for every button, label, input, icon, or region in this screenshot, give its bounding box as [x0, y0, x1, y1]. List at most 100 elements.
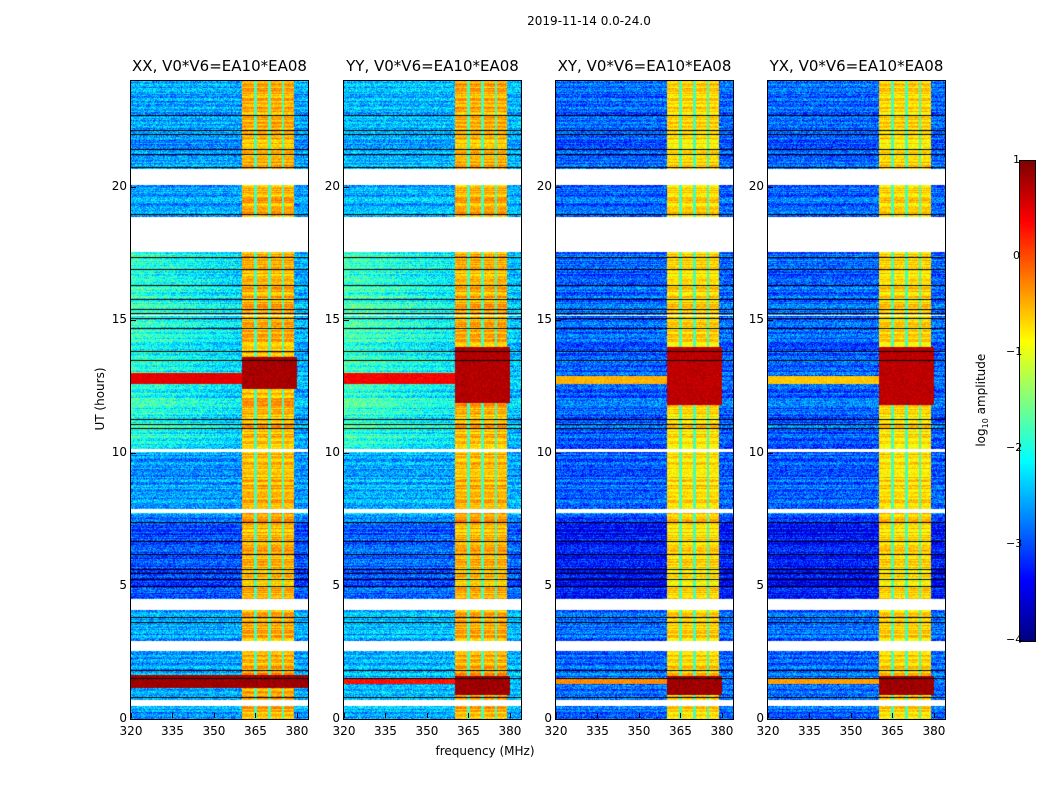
- x-tick-mark: [255, 713, 257, 718]
- heatmap-image: [131, 81, 308, 719]
- x-axis-label: frequency (MHz): [435, 744, 535, 758]
- x-tick-label: 365: [244, 724, 267, 738]
- x-tick-label: 320: [544, 724, 568, 738]
- x-tick-label: 380: [498, 724, 522, 738]
- y-tick-mark: [556, 320, 561, 322]
- x-tick-label: 380: [922, 724, 946, 738]
- y-tick-label: 0: [544, 711, 552, 725]
- x-tick-mark: [426, 713, 428, 718]
- y-tick-mark: [768, 453, 773, 455]
- colorbar-tick-label: −2: [1006, 441, 1023, 454]
- x-tick-mark: [892, 713, 894, 718]
- x-tick-label: 380: [710, 724, 734, 738]
- x-tick-label: 350: [839, 724, 863, 738]
- y-tick-mark: [131, 586, 136, 588]
- colorbar-tick-label: −3: [1006, 537, 1023, 550]
- x-tick-mark: [344, 713, 345, 718]
- heatmap-image: [556, 81, 733, 719]
- y-tick-label: 15: [324, 312, 340, 327]
- y-tick-label: 15: [111, 312, 127, 327]
- colorbar-gradient: [1020, 161, 1035, 641]
- x-tick-mark: [680, 713, 682, 718]
- y-tick-label: 20: [536, 179, 552, 194]
- x-tick-mark: [131, 713, 132, 718]
- heatmap-panel: YY, V0*V6=EA10*EA08 320 335 350 365 380 0 5 10 15…: [325, 57, 522, 738]
- x-tick-label: 365: [457, 724, 480, 738]
- x-tick-label: 320: [332, 724, 356, 738]
- x-tick-label: 350: [415, 724, 439, 738]
- y-tick-mark: [344, 187, 349, 189]
- y-tick-label: 20: [324, 179, 340, 194]
- y-tick-label: 5: [119, 578, 127, 593]
- y-tick-label: 0: [756, 711, 764, 725]
- x-tick-mark: [933, 713, 935, 718]
- y-tick-mark: [344, 586, 349, 588]
- y-tick-mark: [768, 719, 773, 720]
- x-tick-mark: [556, 713, 557, 718]
- y-tick-mark: [556, 719, 561, 720]
- y-tick-label: 0: [119, 711, 127, 725]
- y-tick-mark: [556, 453, 561, 455]
- x-tick-mark: [721, 713, 723, 718]
- x-tick-mark: [213, 713, 215, 718]
- y-tick-mark: [131, 719, 136, 720]
- x-tick-label: 365: [881, 724, 904, 738]
- y-tick-mark: [131, 320, 136, 322]
- y-tick-mark: [768, 187, 773, 189]
- x-tick-label: 350: [627, 724, 651, 738]
- y-tick-label: 10: [536, 445, 552, 460]
- x-tick-mark: [809, 713, 811, 718]
- y-tick-mark: [131, 453, 136, 455]
- x-tick-mark: [509, 713, 511, 718]
- colorbar-tick-label: 1: [1013, 153, 1020, 166]
- colorbar: [1019, 160, 1036, 642]
- y-tick-label: 15: [748, 312, 764, 327]
- y-tick-mark: [768, 586, 773, 588]
- y-tick-label: 10: [324, 445, 340, 460]
- x-tick-mark: [850, 713, 852, 718]
- heatmap-panel: XX, V0*V6=EA10*EA08 320 335 350 365 380 0 5 10 15…: [112, 57, 309, 738]
- y-tick-label: 10: [748, 445, 764, 460]
- heatmap-panel: XY, V0*V6=EA10*EA08 320 335 350 365 380 0 5 10 15…: [537, 57, 734, 738]
- x-tick-mark: [385, 713, 387, 718]
- x-tick-mark: [172, 713, 174, 718]
- x-tick-label: 335: [161, 724, 184, 738]
- y-tick-label: 20: [748, 179, 764, 194]
- panel-title: YX, V0*V6=EA10*EA08: [769, 57, 944, 75]
- figure-title: 2019-11-14 0.0-24.0: [527, 14, 651, 28]
- x-tick-label: 380: [285, 724, 309, 738]
- x-tick-label: 320: [119, 724, 143, 738]
- x-tick-mark: [597, 713, 599, 718]
- y-tick-label: 5: [544, 578, 552, 593]
- x-tick-label: 335: [798, 724, 821, 738]
- y-tick-label: 15: [536, 312, 552, 327]
- y-tick-mark: [131, 187, 136, 189]
- x-tick-mark: [768, 713, 769, 718]
- y-tick-mark: [768, 320, 773, 322]
- x-tick-mark: [638, 713, 640, 718]
- x-tick-label: 320: [756, 724, 780, 738]
- x-tick-label: 335: [586, 724, 609, 738]
- panel-title: YY, V0*V6=EA10*EA08: [346, 57, 519, 75]
- x-tick-label: 335: [374, 724, 397, 738]
- heatmap-panel: YX, V0*V6=EA10*EA08 320 335 350 365 380 0 5 10 15…: [749, 57, 946, 738]
- y-tick-mark: [556, 187, 561, 189]
- x-tick-label: 350: [202, 724, 226, 738]
- x-tick-label: 365: [669, 724, 692, 738]
- y-tick-label: 5: [332, 578, 340, 593]
- heatmap-image: [768, 81, 945, 719]
- y-tick-mark: [556, 586, 561, 588]
- x-tick-mark: [468, 713, 470, 718]
- y-tick-label: 0: [332, 711, 340, 725]
- panel-title: XY, V0*V6=EA10*EA08: [557, 57, 732, 75]
- y-tick-label: 5: [756, 578, 764, 593]
- y-axis-label: UT (hours): [93, 367, 107, 431]
- colorbar-tick-label: −1: [1006, 345, 1023, 358]
- y-tick-label: 10: [111, 445, 127, 460]
- panel-title: XX, V0*V6=EA10*EA08: [132, 57, 307, 75]
- heatmap-image: [344, 81, 521, 719]
- y-tick-label: 20: [111, 179, 127, 194]
- y-tick-mark: [344, 320, 349, 322]
- colorbar-label: log10 amplitude: [973, 353, 991, 447]
